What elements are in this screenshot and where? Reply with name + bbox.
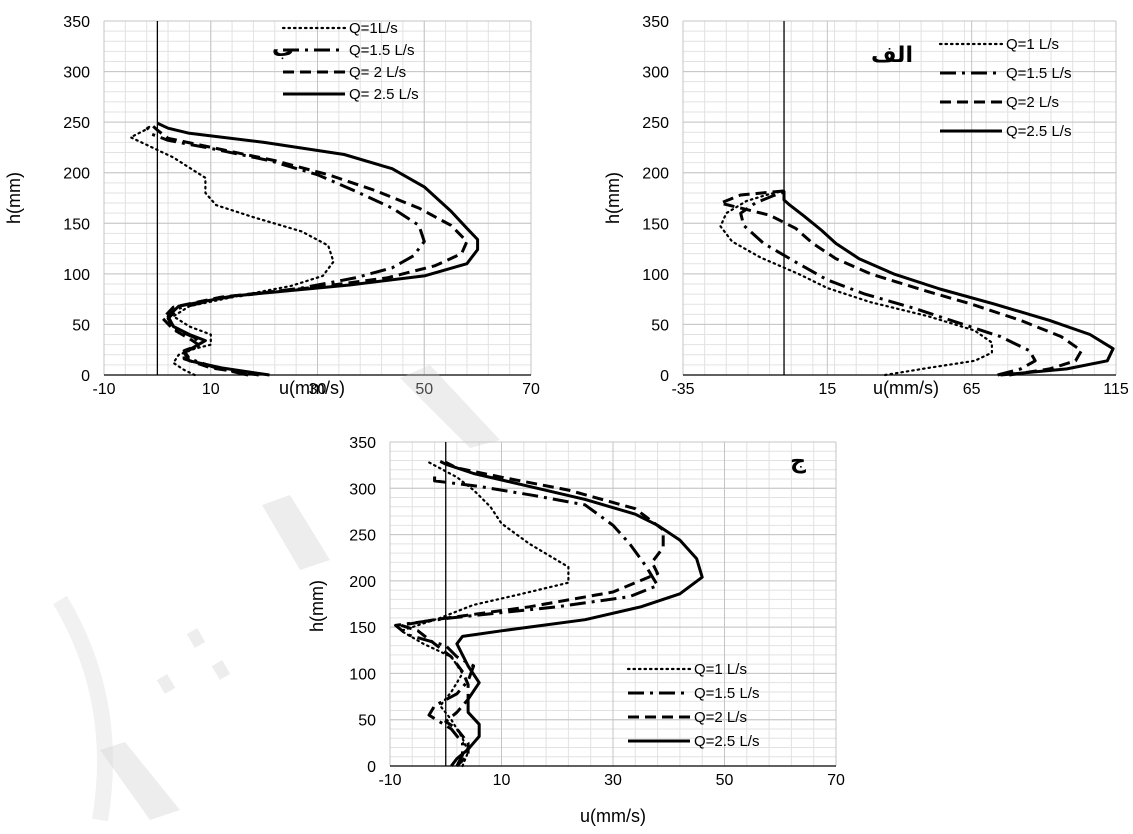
y-axis-label: h(mm) bbox=[307, 580, 327, 632]
x-tick-label: 30 bbox=[309, 381, 327, 398]
chart-panel-jim: 0 50 100 150 200 250 300 350 -10 10 30 50 70 h(mm) u(m… bbox=[307, 435, 845, 826]
y-tick-label: 250 bbox=[642, 115, 669, 132]
x-tick-label: -10 bbox=[378, 772, 401, 789]
legend-label: Q= 2 L/s bbox=[349, 64, 406, 81]
series-line-4 bbox=[156, 121, 480, 377]
series-line-3 bbox=[719, 189, 1083, 377]
x-tick-label: 30 bbox=[604, 772, 622, 789]
x-tick-label: 50 bbox=[415, 381, 433, 398]
panel-tag: الف bbox=[871, 43, 913, 68]
legend-label: Q=1L/s bbox=[349, 20, 398, 37]
y-tick-label: 350 bbox=[63, 14, 90, 31]
series-line-4 bbox=[782, 190, 1115, 377]
x-tick-label: 10 bbox=[493, 772, 511, 789]
legend-label: Q=1.5 L/s bbox=[349, 42, 414, 59]
y-tick-label: 300 bbox=[63, 65, 90, 82]
y-tick-label: 200 bbox=[349, 574, 376, 591]
y-tick-label: 150 bbox=[63, 216, 90, 233]
y-tick-label: 300 bbox=[642, 65, 669, 82]
y-tick-label: 250 bbox=[63, 115, 90, 132]
x-tick-label: 65 bbox=[963, 381, 981, 398]
x-tick-label: 70 bbox=[827, 772, 845, 789]
y-tick-label: 0 bbox=[367, 759, 376, 776]
x-tick-label: 10 bbox=[202, 381, 220, 398]
legend: Q=1L/s Q=1.5 L/s Q= 2 L/s Q= 2.5 L/s bbox=[281, 20, 419, 103]
x-tick-label: 115 bbox=[1103, 381, 1129, 398]
legend-label: Q=1 L/s bbox=[694, 661, 747, 678]
y-tick-label: 300 bbox=[349, 481, 376, 498]
x-tick-label: 70 bbox=[522, 381, 540, 398]
y-axis-label: h(mm) bbox=[4, 172, 24, 224]
series-line-1 bbox=[129, 123, 335, 377]
legend-label: Q= 2.5 L/s bbox=[349, 86, 419, 103]
legend-label: Q=2 L/s bbox=[694, 709, 747, 726]
panel-tag: ب bbox=[272, 37, 294, 62]
y-tick-label: 50 bbox=[72, 317, 90, 334]
legend-label: Q=1.5 L/s bbox=[694, 685, 759, 702]
legend: Q=1 L/s Q=1.5 L/s Q=2 L/s Q=2.5 L/s bbox=[626, 661, 759, 750]
y-axis-label: h(mm) bbox=[603, 172, 623, 224]
legend-label: Q=1 L/s bbox=[1006, 36, 1059, 53]
series-line-3 bbox=[399, 461, 665, 768]
y-tick-label: 150 bbox=[349, 620, 376, 637]
y-tick-label: 100 bbox=[63, 267, 90, 284]
x-axis-label: u(mm/s) bbox=[580, 806, 646, 826]
y-tick-label: 350 bbox=[349, 435, 376, 452]
y-tick-label: 350 bbox=[642, 14, 669, 31]
x-axis-label: u(mm/s) bbox=[279, 378, 345, 398]
legend-label: Q=2 L/s bbox=[1006, 94, 1059, 111]
x-tick-label: -35 bbox=[671, 381, 694, 398]
legend: Q=1 L/s Q=1.5 L/s Q=2 L/s Q=2.5 L/s bbox=[938, 36, 1071, 140]
y-tick-label: 0 bbox=[81, 368, 90, 385]
x-tick-label: 50 bbox=[716, 772, 734, 789]
y-tick-label: 200 bbox=[63, 166, 90, 183]
grid bbox=[103, 20, 532, 376]
legend-label: Q=2.5 L/s bbox=[1006, 123, 1071, 140]
legend-label: Q=1.5 L/s bbox=[1006, 65, 1071, 82]
chart-panel-b: 0 50 100 150 200 250 300 350 -10 10 30 50 70 h(mm) u(m… bbox=[4, 14, 540, 398]
series-line-2 bbox=[394, 473, 660, 767]
y-tick-label: 0 bbox=[660, 368, 669, 385]
x-tick-label: 15 bbox=[818, 381, 836, 398]
grid bbox=[389, 441, 837, 767]
y-tick-label: 100 bbox=[642, 267, 669, 284]
y-tick-label: 50 bbox=[651, 317, 669, 334]
panel-tag: ج bbox=[790, 449, 806, 474]
chart-panel-alef: 0 50 100 150 200 250 300 350 -35 15 65 115 h(mm) u(mm… bbox=[603, 14, 1129, 398]
y-tick-label: 50 bbox=[358, 713, 376, 730]
legend-label: Q=2.5 L/s bbox=[694, 733, 759, 750]
series-line-2 bbox=[739, 190, 1037, 377]
y-tick-label: 100 bbox=[349, 666, 376, 683]
series-line-4 bbox=[439, 460, 704, 767]
x-tick-label: -10 bbox=[92, 381, 115, 398]
y-tick-label: 250 bbox=[349, 528, 376, 545]
x-axis-label: u(mm/s) bbox=[873, 378, 939, 398]
y-tick-label: 150 bbox=[642, 216, 669, 233]
y-tick-label: 200 bbox=[642, 166, 669, 183]
series-line-1 bbox=[719, 189, 993, 377]
